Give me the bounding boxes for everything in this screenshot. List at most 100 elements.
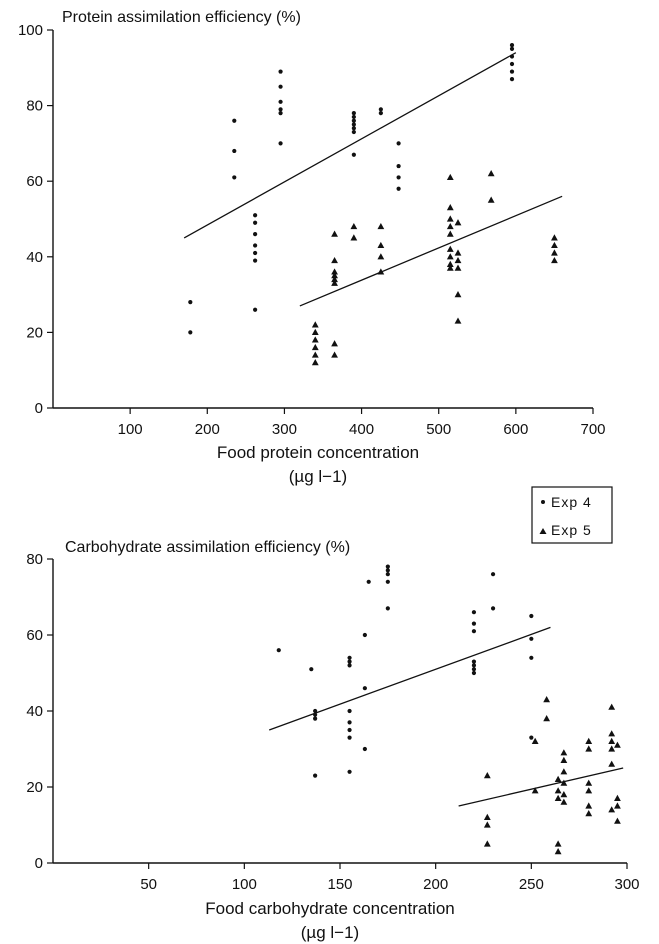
exp4-point (351, 152, 356, 157)
exp5-point (454, 291, 462, 298)
exp5-point (446, 230, 454, 237)
legend-dot-icon (541, 500, 545, 504)
exp5-point (446, 222, 454, 230)
exp4-point (351, 114, 356, 120)
x-tick-label: 600 (503, 421, 528, 438)
exp5-point (350, 222, 358, 230)
exp5-point (377, 241, 385, 249)
exp5-point (531, 737, 539, 744)
exp4-point (362, 632, 367, 638)
exp5-point (608, 703, 616, 710)
exp4-point (313, 708, 318, 714)
exp4-point (509, 61, 515, 67)
exp4-point (385, 564, 390, 569)
carbohydrate-chart-title: Carbohydrate assimilation efficiency (%) (65, 539, 350, 556)
exp4-point (396, 163, 401, 169)
exp5-point (585, 745, 593, 752)
exp4-point (232, 118, 237, 123)
exp4-point (378, 107, 383, 112)
exp5-point (608, 745, 616, 752)
exp5-point (311, 321, 319, 328)
exp4-point (278, 99, 283, 104)
x-tick-label: 300 (272, 421, 297, 438)
exp4-point (232, 175, 237, 180)
exp5-fit-line (458, 767, 624, 807)
exp4-fit-line (268, 626, 551, 731)
exp5-point (454, 264, 462, 271)
exp4-point (471, 667, 477, 672)
exp5-point (331, 230, 338, 237)
x-tick-label: 50 (140, 876, 157, 893)
exp4-point (471, 629, 477, 634)
exp5-point (377, 253, 385, 260)
protein-chart: Protein assimilation efficiency (%) 0 20 4… (18, 9, 606, 486)
exp5-point (560, 756, 568, 763)
y-tick-label: 60 (26, 173, 43, 190)
exp5-point (311, 351, 319, 358)
exp5-point (331, 351, 338, 358)
exp4-point (351, 118, 356, 123)
exp4-point (396, 141, 401, 146)
exp5-point (585, 779, 593, 786)
exp5-point (585, 810, 593, 817)
exp4-point (351, 122, 356, 127)
exp4-point (253, 213, 258, 218)
y-tick-label: 20 (26, 324, 43, 341)
exp5-point (560, 768, 568, 775)
exp4-point (509, 69, 515, 74)
exp4-point (188, 300, 193, 305)
x-tick-label: 500 (426, 421, 451, 438)
exp5-point (554, 840, 562, 847)
exp4-point (471, 621, 477, 626)
protein-x-unit: (µg l−1) (289, 467, 347, 486)
exp5-point (446, 260, 454, 267)
exp4-point (351, 129, 356, 135)
exp5-point (487, 170, 495, 177)
exp5-point (614, 802, 621, 809)
exp4-point (347, 708, 352, 714)
exp5-point (446, 215, 454, 222)
x-tick-label: 150 (327, 876, 352, 893)
exp5-point (554, 775, 562, 782)
exp5-point (311, 343, 319, 351)
exp5-point (585, 787, 593, 794)
exp4-point (278, 111, 283, 116)
legend-entry-exp4: Exp 4 (551, 494, 592, 510)
exp5-point (377, 222, 385, 230)
exp5-point (585, 737, 593, 744)
exp4-point (253, 220, 258, 225)
y-tick-label: 40 (26, 249, 43, 266)
legend-entry-exp5: Exp 5 (551, 522, 592, 538)
exp5-point (483, 840, 491, 847)
exp4-point (347, 659, 352, 664)
x-tick-label: 250 (519, 876, 544, 893)
exp4-point (347, 727, 352, 733)
exp4-point (385, 579, 390, 584)
exp5-point (608, 730, 616, 737)
exp4-point (529, 735, 534, 740)
exp4-point (313, 716, 318, 721)
exp4-point (385, 568, 390, 573)
exp4-point (347, 720, 352, 725)
exp4-point (490, 572, 496, 577)
exp5-point (311, 359, 319, 366)
exp5-point (454, 249, 462, 256)
exp5-point (560, 791, 568, 798)
exp4-point (471, 663, 477, 668)
y-tick-label: 0 (35, 855, 43, 872)
exp5-point (614, 817, 621, 824)
exp5-point (554, 848, 562, 855)
exp4-point (313, 773, 318, 778)
exp5-point (331, 279, 338, 286)
legend-triangle-icon (539, 528, 547, 534)
exp5-point (446, 253, 454, 260)
exp4-point (347, 655, 352, 660)
exp5-point (554, 794, 562, 801)
exp5-point (543, 696, 551, 703)
exp5-point (554, 787, 562, 794)
exp4-point (490, 606, 496, 611)
x-tick-label: 200 (195, 421, 220, 438)
exp4-point (347, 769, 352, 774)
exp5-point (331, 272, 338, 279)
